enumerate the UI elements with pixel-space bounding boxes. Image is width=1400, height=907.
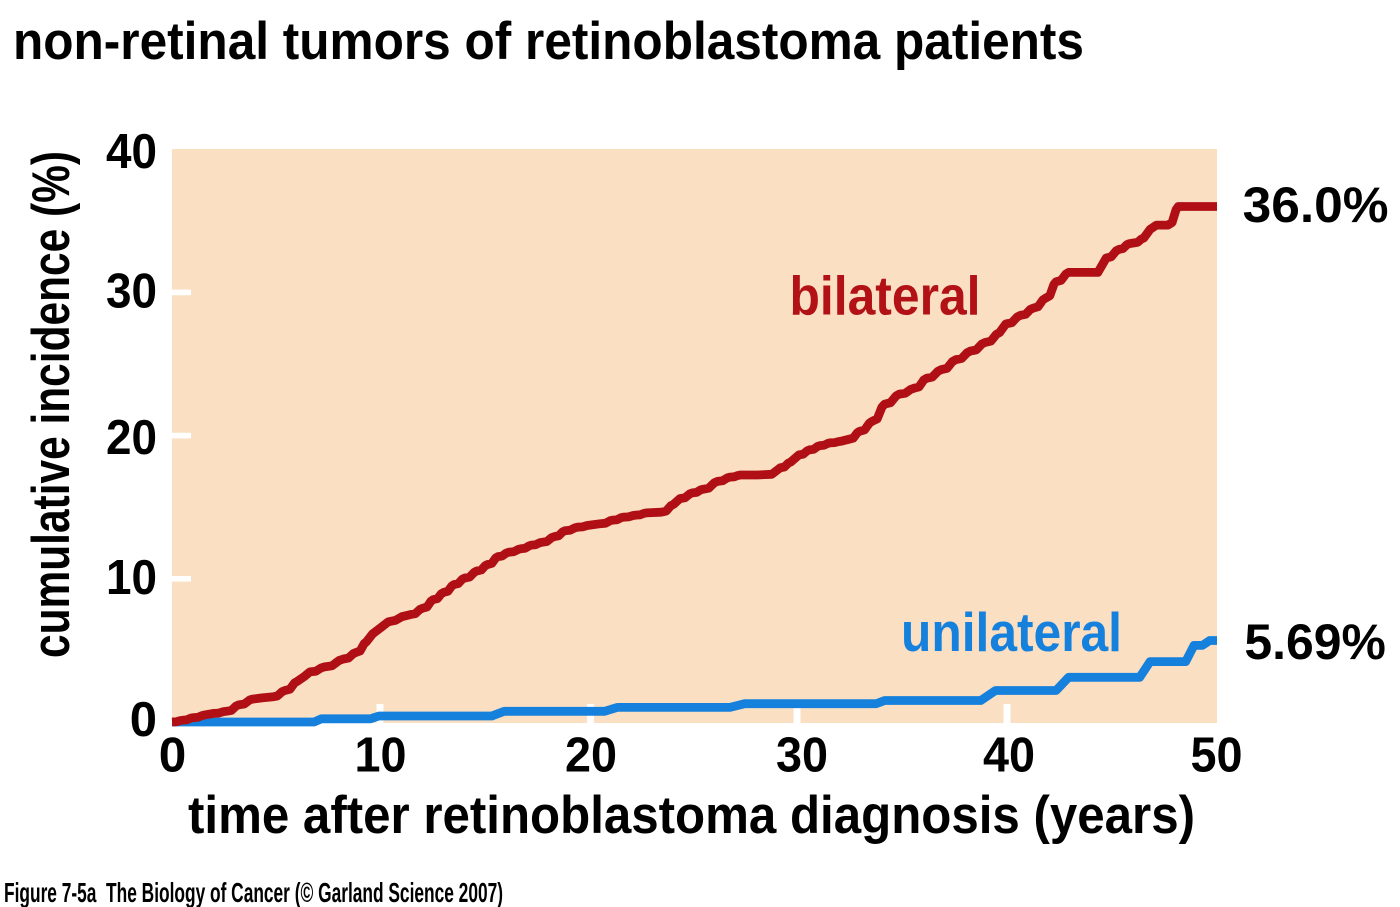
svg-text:10: 10 <box>355 728 407 783</box>
svg-text:0: 0 <box>159 728 187 783</box>
svg-text:30: 30 <box>106 265 157 319</box>
svg-text:time after retinoblastoma diag: time after retinoblastoma diagnosis (yea… <box>188 786 1195 845</box>
svg-text:cumulative incidence (%): cumulative incidence (%) <box>22 151 81 658</box>
svg-text:20: 20 <box>565 728 617 783</box>
svg-text:50: 50 <box>1191 728 1243 783</box>
svg-text:non-retinal tumors of retinobl: non-retinal tumors of retinoblastoma pat… <box>13 12 1084 71</box>
svg-text:10: 10 <box>106 551 157 605</box>
svg-text:20: 20 <box>106 411 157 465</box>
svg-text:40: 40 <box>106 125 157 179</box>
svg-text:bilateral: bilateral <box>790 264 981 326</box>
svg-text:36.0%: 36.0% <box>1243 177 1389 233</box>
svg-text:5.69%: 5.69% <box>1244 614 1386 670</box>
svg-text:unilateral: unilateral <box>901 601 1122 663</box>
svg-text:Figure 7-5a The Biology of Ca: Figure 7-5a The Biology of Cancer (© Gar… <box>4 877 503 907</box>
svg-text:40: 40 <box>983 728 1035 783</box>
svg-text:30: 30 <box>776 728 828 783</box>
svg-text:0: 0 <box>130 693 157 747</box>
